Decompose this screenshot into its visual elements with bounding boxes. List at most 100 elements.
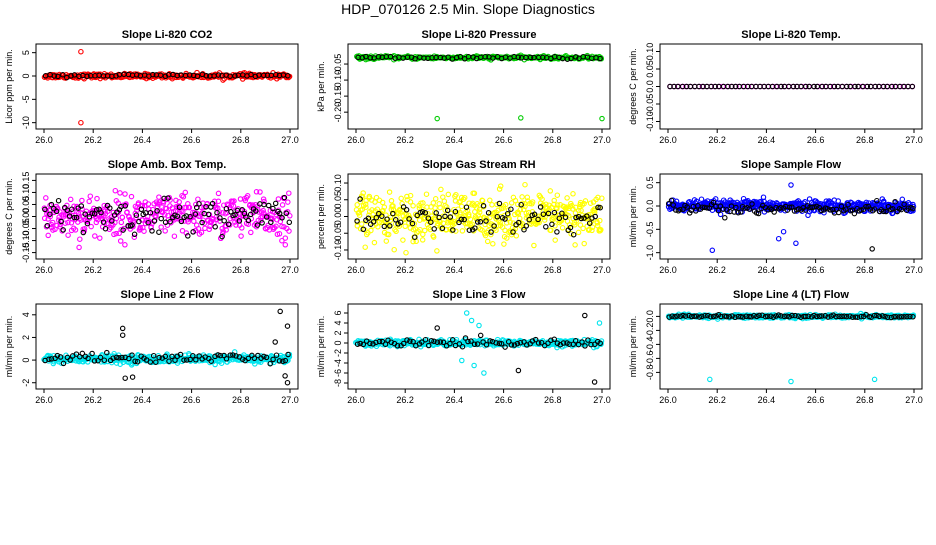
y-tick-label: 0: [333, 340, 343, 345]
y-axis-label: kPa per min.: [316, 61, 326, 112]
outlier-point: [515, 367, 522, 374]
data-point: [489, 202, 495, 208]
x-tick-label: 27.0: [281, 135, 299, 145]
chart-title: Slope Li-820 Temp.: [741, 29, 840, 41]
series-flagged: [42, 71, 291, 81]
x-tick-label: 27.0: [281, 265, 299, 275]
x-tick-label: 26.0: [347, 265, 365, 275]
x-tick-label: 26.2: [396, 135, 414, 145]
outlier-point: [119, 325, 126, 332]
data-point: [171, 233, 178, 239]
chart-title: Slope Line 2 Flow: [121, 289, 214, 301]
x-tick-label: 26.6: [183, 395, 201, 405]
data-point: [158, 215, 164, 222]
data-point: [51, 73, 58, 79]
x-tick-label: 27.0: [281, 395, 299, 405]
data-point: [381, 223, 388, 230]
data-point: [519, 194, 525, 200]
data-point: [566, 222, 573, 228]
data-point: [459, 228, 466, 234]
y-tick-label: 0.0: [645, 200, 655, 213]
data-point: [97, 235, 103, 241]
x-tick-label: 26.2: [84, 265, 102, 275]
x-tick-label: 26.4: [446, 265, 464, 275]
data-point: [531, 242, 537, 249]
data-point: [282, 242, 289, 248]
data-point: [484, 238, 491, 245]
data-point: [554, 192, 561, 198]
outlier-point: [122, 375, 128, 381]
x-tick-label: 26.4: [134, 265, 152, 275]
chart-title: Slope Li-820 Pressure: [422, 29, 537, 41]
data-point: [156, 194, 162, 200]
outlier-point: [272, 339, 278, 345]
y-tick-label: -0.2: [645, 323, 655, 339]
y-tick-label: 4: [21, 312, 31, 317]
x-tick-label: 26.4: [134, 135, 152, 145]
y-tick-label: -0.5: [645, 222, 655, 238]
data-point: [195, 196, 201, 202]
outlier-point: [871, 376, 878, 383]
data-point: [282, 235, 289, 241]
outlier-point: [518, 115, 524, 121]
x-tick-label: 26.4: [134, 395, 152, 405]
x-tick-label: 26.6: [495, 265, 513, 275]
data-point: [379, 199, 386, 206]
data-point: [522, 181, 528, 188]
data-point: [156, 229, 162, 235]
y-tick-label: 0.05: [333, 191, 343, 209]
data-point: [581, 240, 587, 247]
data-point: [487, 197, 493, 204]
data-point: [432, 196, 439, 202]
data-point: [122, 191, 128, 197]
data-point: [248, 229, 254, 236]
y-axis-label: ml/min per min.: [628, 186, 638, 248]
y-tick-label: 5: [21, 50, 31, 55]
x-tick-label: 26.4: [758, 135, 776, 145]
y-axis-label: ml/min per min.: [628, 316, 638, 378]
x-tick-label: 26.8: [232, 265, 250, 275]
data-point: [92, 233, 98, 239]
data-point: [403, 207, 410, 213]
data-point: [419, 237, 426, 243]
y-tick-label: -0.10: [333, 70, 343, 91]
x-tick-label: 26.2: [708, 265, 726, 275]
x-tick-label: 26.0: [659, 135, 677, 145]
data-point: [403, 249, 409, 256]
y-tick-label: 0.10: [645, 43, 655, 61]
outlier-point: [476, 322, 482, 329]
y-tick-label: -2: [21, 379, 31, 387]
data-point: [265, 202, 272, 209]
y-tick-label: -10: [21, 116, 31, 129]
data-point: [117, 238, 124, 244]
data-point: [445, 191, 452, 198]
data-point: [215, 72, 222, 78]
chart-panel-6: Slope Sample Flow 26.0 26.2 26.4 26.6 26.8 27.…: [628, 159, 923, 275]
outlier-point: [775, 235, 782, 242]
data-point: [286, 219, 293, 226]
data-point: [122, 242, 128, 248]
y-tick-label: 0.0: [645, 80, 655, 93]
y-tick-label: -8: [333, 379, 343, 387]
data-point: [760, 194, 767, 200]
x-tick-label: 26.6: [495, 135, 513, 145]
chart-panel-5: Slope Gas Stream RH 26.0 26.2 26.4 26.6 26.8 2…: [316, 159, 611, 275]
x-tick-label: 26.6: [807, 135, 825, 145]
data-point: [112, 187, 119, 194]
data-point: [434, 248, 440, 254]
x-tick-label: 26.0: [347, 395, 365, 405]
y-axis-label: ml/min per min.: [316, 316, 326, 378]
data-point: [398, 195, 404, 202]
data-point: [441, 198, 448, 204]
data-point: [65, 232, 71, 238]
data-point: [215, 190, 222, 197]
x-tick-label: 27.0: [593, 135, 611, 145]
y-tick-label: 2: [21, 335, 31, 340]
data-point: [552, 237, 558, 243]
series-flagged: [667, 83, 916, 90]
y-tick-label: 2: [333, 330, 343, 335]
data-point: [79, 197, 85, 204]
data-point: [358, 221, 365, 227]
x-tick-label: 26.2: [708, 135, 726, 145]
